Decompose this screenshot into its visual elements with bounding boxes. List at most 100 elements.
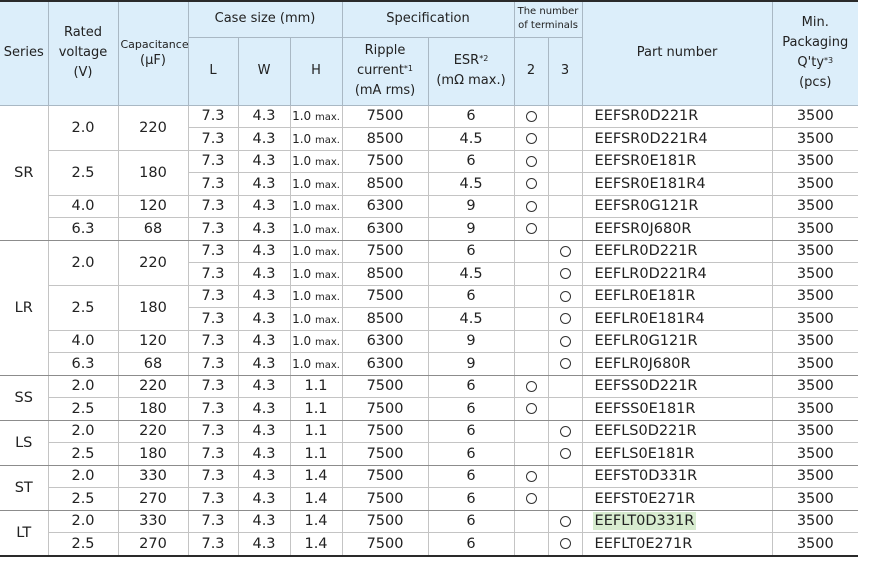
circle-mark-icon [525, 110, 537, 122]
table-row: 6.3 68 7.3 4.3 1.0 max. 6300 9 EEFLR0J680R 3500 [0, 352, 859, 376]
header-case-h: H [289, 37, 343, 106]
terminals-2-cell [513, 262, 549, 286]
part-number-link[interactable]: EEFSS0D221R [594, 378, 698, 395]
part-number-link[interactable]: EEFSR0E181R4 [594, 175, 706, 192]
part-number-link[interactable]: EEFLR0G121R [594, 333, 698, 350]
rated-voltage-cell: 2.0 [47, 465, 119, 488]
series-cell: ST [0, 465, 49, 511]
esr-cell: 6 [427, 150, 515, 173]
case-h-cell: 1.4 [289, 510, 343, 533]
part-number-link[interactable]: EEFSR0D221R [594, 108, 699, 125]
part-number-link[interactable]: EEFLT0E271R [594, 535, 693, 552]
esr-cell: 6 [427, 487, 515, 511]
header-terminals-3: 3 [547, 37, 583, 106]
table-row: 4.0 120 7.3 4.3 1.0 max. 6300 9 EEFLR0G121R 3500 [0, 330, 859, 353]
case-w-cell: 4.3 [237, 307, 291, 331]
header-rated-voltage: Rated voltage (V) [47, 0, 119, 106]
terminals-2-cell [513, 375, 549, 398]
case-l-cell: 7.3 [187, 352, 239, 376]
terminals-3-cell [547, 330, 583, 353]
part-number-link[interactable]: EEFLT0D331R [592, 512, 697, 531]
packaging-qty-cell: 3500 [771, 195, 859, 218]
case-h-value: 1.0 [292, 311, 312, 326]
esr-cell: 4.5 [427, 127, 515, 151]
part-number-link[interactable]: EEFLS0D221R [594, 423, 697, 440]
part-number-link[interactable]: EEFSR0D221R4 [594, 130, 708, 147]
part-number-link[interactable]: EEFST0D331R [594, 468, 698, 485]
capacitance-cell: 180 [117, 150, 189, 196]
part-number-link[interactable]: EEFLR0D221R [594, 243, 698, 260]
table-row: 2.5 180 7.3 4.3 1.0 max. 7500 6 EEFLR0E181R 3500 [0, 285, 859, 331]
rated-voltage-cell: 4.0 [47, 195, 119, 218]
part-number-cell: EEFLR0E181R4 [581, 307, 773, 331]
ripple-current-cell: 7500 [341, 510, 429, 533]
esr-cell: 9 [427, 217, 515, 241]
part-number-link[interactable]: EEFST0E271R [594, 490, 696, 507]
part-number-link[interactable]: EEFLR0D221R4 [594, 265, 707, 282]
rated-voltage-cell: 2.0 [47, 420, 119, 443]
esr-cell: 6 [427, 397, 515, 421]
case-l-cell: 7.3 [187, 397, 239, 421]
header-rated-voltage-unit: (V) [73, 65, 93, 81]
case-h-max-suffix: max. [314, 224, 340, 236]
part-number-cell: EEFLR0J680R [581, 352, 773, 376]
case-h-max-suffix: max. [314, 337, 340, 349]
case-h-cell: 1.4 [289, 532, 343, 557]
terminals-2-cell [513, 465, 549, 488]
terminals-3-cell [547, 487, 583, 511]
case-h-cell: 1.0 max. [289, 172, 343, 196]
case-h-value: 1.0 [292, 334, 312, 349]
part-number-cell: EEFLS0E181R [581, 442, 773, 466]
part-number-link[interactable]: EEFLR0E181R [594, 288, 696, 305]
packaging-qty-cell: 3500 [771, 375, 859, 398]
case-h-value: 1.0 [292, 289, 312, 304]
part-number-link[interactable]: EEFSR0E181R [594, 153, 697, 170]
case-l-cell: 7.3 [187, 150, 239, 173]
part-number-cell: EEFST0D331R [581, 465, 773, 488]
case-l-cell: 7.3 [187, 240, 239, 263]
header-packaging-note: *3 [824, 56, 834, 66]
case-w-cell: 4.3 [237, 352, 291, 376]
header-capacitance-label: Capacitance [120, 38, 189, 52]
capacitance-cell: 120 [117, 330, 189, 353]
part-number-link[interactable]: EEFLR0J680R [594, 355, 691, 372]
capacitance-cell: 180 [117, 442, 189, 466]
case-w-cell: 4.3 [237, 532, 291, 557]
case-h-cell: 1.0 max. [289, 285, 343, 308]
terminals-3-cell [547, 532, 583, 557]
terminals-3-cell [547, 172, 583, 196]
part-number-cell: EEFLS0D221R [581, 420, 773, 443]
capacitance-cell: 220 [117, 105, 189, 151]
part-number-link[interactable]: EEFSR0G121R [594, 198, 699, 215]
capacitance-cell: 180 [117, 397, 189, 421]
table-row: 7.3 4.3 1.0 max. 8500 4.5 EEFLR0D221R4 3500 [0, 262, 859, 286]
ripple-current-cell: 7500 [341, 532, 429, 557]
series-cell: SS [0, 375, 49, 421]
part-number-cell: EEFSR0D221R [581, 105, 773, 128]
capacitance-cell: 270 [117, 487, 189, 511]
part-number-link[interactable]: EEFSR0J680R [594, 220, 692, 237]
part-number-link[interactable]: EEFLS0E181R [594, 445, 695, 462]
part-number-link[interactable]: EEFSS0E181R [594, 400, 696, 417]
case-l-cell: 7.3 [187, 217, 239, 241]
packaging-qty-cell: 3500 [771, 285, 859, 308]
case-h-cell: 1.0 max. [289, 195, 343, 218]
capacitance-cell: 120 [117, 195, 189, 218]
case-h-cell: 1.1 [289, 442, 343, 466]
ripple-current-cell: 7500 [341, 240, 429, 263]
part-number-link[interactable]: EEFLR0E181R4 [594, 310, 705, 327]
header-case-w: W [237, 37, 291, 106]
header-series: Series [0, 0, 49, 106]
table-row: 2.5 180 7.3 4.3 1.1 7500 6 EEFSS0E181R 3500 [0, 397, 859, 421]
terminals-2-cell [513, 105, 549, 128]
rated-voltage-cell: 2.0 [47, 105, 119, 151]
circle-mark-icon [525, 200, 537, 212]
case-w-cell: 4.3 [237, 285, 291, 308]
packaging-qty-cell: 3500 [771, 330, 859, 353]
part-number-cell: EEFSR0J680R [581, 217, 773, 241]
case-h-max-suffix: max. [314, 202, 340, 214]
header-rated-voltage-label: Rated voltage [58, 25, 108, 61]
circle-mark-icon [525, 403, 537, 415]
part-number-cell: EEFLR0D221R [581, 240, 773, 263]
header-ripple-unit: (mA rms) [354, 83, 416, 98]
